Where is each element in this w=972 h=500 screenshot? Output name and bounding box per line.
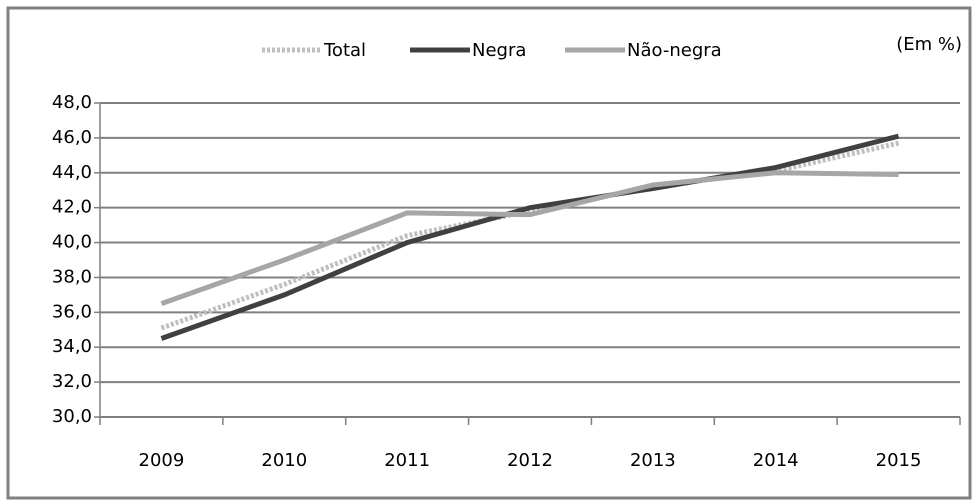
y-tick-label: 42,0: [52, 197, 92, 218]
x-tick-label: 2009: [139, 450, 185, 471]
y-tick-label: 36,0: [52, 301, 92, 322]
series-line: [160, 170, 899, 306]
x-tick-label: 2015: [876, 450, 922, 471]
y-tick-label: 46,0: [52, 127, 92, 148]
x-tick-label: 2011: [384, 450, 430, 471]
y-tick-label: 48,0: [52, 92, 92, 113]
y-tick-label: 38,0: [52, 266, 92, 287]
legend-label: Negra: [472, 40, 526, 61]
legend-label: Não-negra: [627, 40, 722, 61]
chart-frame: [6, 6, 972, 500]
x-tick-label: 2014: [753, 450, 799, 471]
unit-annotation: (Em %): [896, 34, 962, 55]
series-line: [160, 133, 900, 341]
x-tick-label: 2013: [630, 450, 676, 471]
y-tick-label: 44,0: [52, 162, 92, 183]
y-tick-label: 34,0: [52, 336, 92, 357]
y-tick-label: 32,0: [52, 371, 92, 392]
x-tick-label: 2012: [507, 450, 553, 471]
y-tick-label: 40,0: [52, 232, 92, 253]
y-tick-label: 30,0: [52, 406, 92, 427]
x-tick-label: 2010: [261, 450, 307, 471]
legend-label: Total: [323, 40, 366, 61]
